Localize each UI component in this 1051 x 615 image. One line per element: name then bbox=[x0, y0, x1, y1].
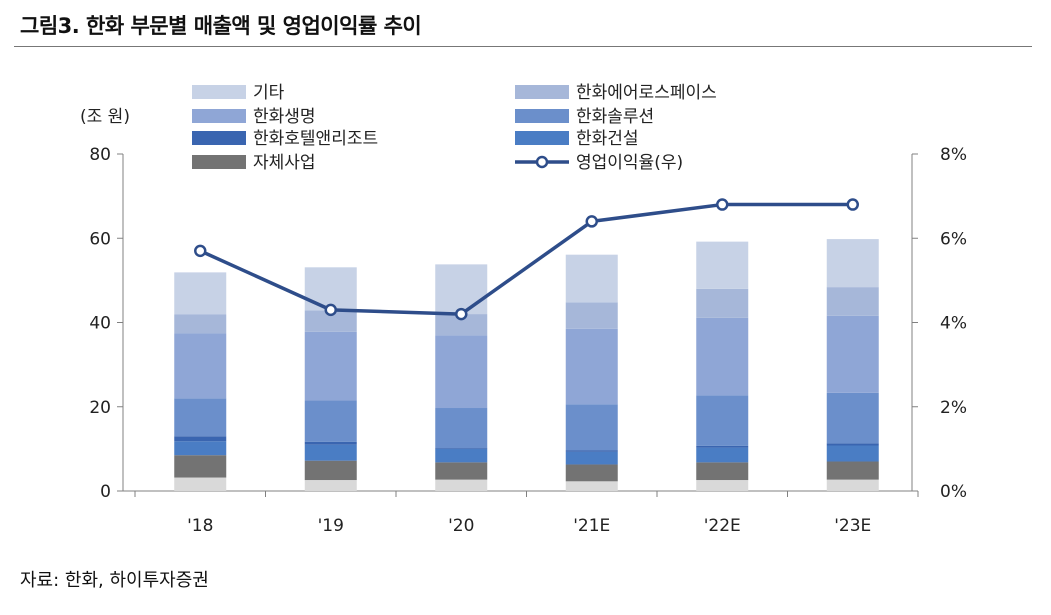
bar-segment bbox=[696, 462, 749, 481]
bars bbox=[174, 239, 879, 491]
bar-segment bbox=[304, 310, 357, 332]
legend-swatch bbox=[515, 109, 569, 123]
legend-swatch bbox=[192, 131, 246, 145]
legend-swatch bbox=[192, 85, 246, 99]
bar-segment bbox=[435, 264, 488, 315]
legend-label: 한화에어로스페이스 bbox=[576, 83, 717, 103]
legend-label: 한화건설 bbox=[576, 129, 639, 149]
right-tick-label: 4% bbox=[940, 314, 967, 334]
bar-segment bbox=[826, 287, 879, 316]
bar-segment bbox=[826, 392, 879, 444]
legend-label: 영업이익율(우) bbox=[576, 153, 683, 173]
bar-segment-base bbox=[174, 477, 227, 491]
bar-segment bbox=[826, 239, 879, 288]
left-tick-label: 60 bbox=[89, 229, 111, 249]
bar-segment bbox=[435, 448, 488, 449]
x-tick-label: '18 bbox=[187, 516, 213, 536]
bar-segment bbox=[174, 314, 227, 334]
line-point bbox=[455, 307, 468, 321]
legend-label: 한화솔루션 bbox=[576, 107, 654, 127]
x-tick-label: '21E bbox=[573, 516, 610, 536]
legend-swatch bbox=[515, 131, 569, 145]
bar-segment bbox=[826, 443, 879, 446]
bar-segment bbox=[174, 455, 227, 478]
bar-segment bbox=[174, 436, 227, 442]
bar-segment bbox=[696, 241, 749, 289]
left-tick-label: 20 bbox=[89, 398, 111, 418]
x-tick-label: '22E bbox=[704, 516, 741, 536]
left-tick-label: 80 bbox=[89, 145, 111, 165]
bar-segment bbox=[304, 444, 357, 461]
left-tick-label: 0 bbox=[100, 482, 111, 502]
line-point bbox=[585, 215, 598, 228]
bar-segment bbox=[696, 395, 749, 446]
bar-segment bbox=[304, 460, 357, 481]
legend-label: 자체사업 bbox=[253, 153, 316, 173]
bar-segment bbox=[304, 400, 357, 442]
legend-label: 한화호텔앤리조트 bbox=[253, 129, 378, 149]
operating-margin-line bbox=[194, 198, 859, 321]
bar-segment bbox=[826, 445, 879, 462]
bar-segment bbox=[565, 254, 618, 303]
bar-segment bbox=[696, 447, 749, 463]
bar-segment bbox=[304, 331, 357, 401]
bar-segment bbox=[435, 462, 488, 480]
operating-margin-polyline bbox=[199, 202, 853, 316]
legend-swatch bbox=[515, 85, 569, 99]
bar-segment bbox=[174, 398, 227, 437]
bar-segment bbox=[174, 272, 227, 315]
x-tick-label: '19 bbox=[318, 516, 344, 536]
line-point bbox=[194, 244, 207, 258]
bar-segment bbox=[826, 461, 879, 480]
line-point bbox=[716, 198, 729, 211]
bar-segment bbox=[696, 317, 749, 396]
bar-segment bbox=[435, 335, 488, 409]
bar-segment bbox=[565, 404, 618, 451]
bar-segment bbox=[304, 441, 357, 445]
bar-segment-base bbox=[696, 480, 749, 491]
bar-segment bbox=[565, 451, 618, 465]
left-axis-unit-label: (조 원) bbox=[80, 107, 130, 127]
bar-segment bbox=[565, 464, 618, 482]
bar-segment-base bbox=[304, 480, 357, 491]
right-tick-label: 2% bbox=[940, 398, 967, 418]
legend-swatch bbox=[192, 109, 246, 123]
bar-segment bbox=[174, 333, 227, 399]
bar-segment bbox=[696, 445, 749, 448]
x-tick-label: '20 bbox=[448, 516, 474, 536]
bar-segment bbox=[696, 288, 749, 318]
bar-segment bbox=[565, 450, 618, 452]
axes: 0 20 40 60 80 0% 2% 4% 6% 8% '18 '19 '20 '21E '22E '23E bbox=[89, 145, 967, 536]
line-point bbox=[846, 198, 859, 211]
right-tick-label: 6% bbox=[940, 229, 967, 249]
x-tick-label: '23E bbox=[834, 516, 871, 536]
bar-segment bbox=[174, 441, 227, 456]
legend-line-marker bbox=[535, 155, 549, 169]
line-point bbox=[324, 303, 337, 317]
legend-label: 한화생명 bbox=[253, 107, 316, 127]
bar-segment bbox=[435, 314, 488, 336]
right-tick-label: 8% bbox=[940, 145, 967, 165]
figure-title: 그림3. 한화 부문별 매출액 및 영업이익률 추이 bbox=[20, 14, 422, 38]
legend-swatch bbox=[192, 155, 246, 169]
bar-segment-base bbox=[435, 479, 488, 491]
legend-label: 기타 bbox=[253, 83, 285, 103]
bar-segment-base bbox=[826, 479, 879, 491]
bar-segment bbox=[565, 302, 618, 329]
left-tick-label: 40 bbox=[89, 314, 111, 334]
title-divider bbox=[14, 46, 1032, 47]
bar-segment bbox=[826, 315, 879, 393]
right-tick-label: 0% bbox=[940, 482, 967, 502]
bar-segment bbox=[435, 448, 488, 463]
bar-segment bbox=[565, 328, 618, 405]
source-note: 자료: 한화, 하이투자증권 bbox=[20, 570, 209, 591]
bar-segment bbox=[435, 408, 488, 449]
bar-segment-base bbox=[565, 481, 618, 491]
